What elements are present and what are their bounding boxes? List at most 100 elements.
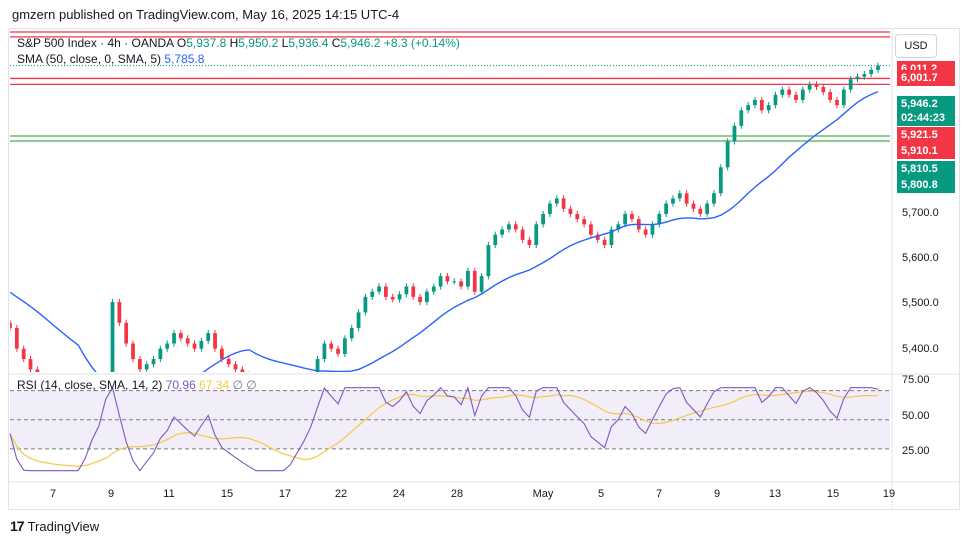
candle-body bbox=[561, 198, 566, 209]
time-axis-label: 28 bbox=[450, 488, 464, 500]
candle-body bbox=[124, 322, 129, 344]
candle-body bbox=[349, 327, 354, 339]
candle-body bbox=[630, 213, 634, 220]
candle-body bbox=[479, 276, 484, 292]
candle-body bbox=[691, 203, 696, 209]
candle-body bbox=[794, 94, 798, 100]
candle-body bbox=[219, 348, 224, 360]
candle-body bbox=[780, 89, 785, 95]
rsi-line bbox=[9, 385, 879, 472]
open-value: 5,937.8 bbox=[186, 36, 227, 50]
candle-body bbox=[568, 208, 573, 214]
sma-legend: SMA (50, close, 0, SMA, 5) 5,785.8 bbox=[17, 52, 204, 66]
high-value: 5,950.2 bbox=[238, 36, 279, 50]
candle-body bbox=[520, 229, 525, 240]
sma-label: SMA (50, close, 0, SMA, 5) bbox=[17, 52, 162, 66]
candle-body bbox=[137, 359, 142, 370]
candle-body bbox=[698, 208, 703, 214]
candle-body bbox=[390, 296, 395, 300]
candle-body bbox=[753, 99, 757, 106]
candle-body bbox=[841, 89, 846, 106]
candle-body bbox=[370, 291, 375, 297]
rsi-axis-label: 75.00 bbox=[902, 374, 930, 386]
candle-body bbox=[466, 270, 470, 287]
time-axis-label: 22 bbox=[334, 488, 348, 500]
price-tag: 02:44:23 bbox=[897, 110, 955, 126]
time-axis-label: 13 bbox=[768, 488, 782, 500]
tradingview-logo[interactable]: 17 TradingView bbox=[10, 518, 99, 534]
candle-body bbox=[363, 296, 368, 313]
close-label: C bbox=[331, 36, 341, 50]
candle-body bbox=[814, 84, 819, 87]
candle-body bbox=[739, 110, 744, 126]
change-value: +8.3 (+0.14%) bbox=[383, 36, 460, 50]
price-tag: 5,946.2 bbox=[897, 96, 955, 112]
candle-body bbox=[144, 364, 149, 370]
candle-body bbox=[507, 224, 511, 230]
price-tag: 5,800.8 bbox=[897, 177, 955, 193]
candle-body bbox=[397, 294, 402, 300]
candle-body bbox=[609, 229, 614, 246]
rsi-extra-2: ∅ bbox=[246, 378, 257, 392]
candle-body bbox=[322, 343, 327, 360]
time-axis-label: 11 bbox=[163, 488, 175, 500]
candle-body bbox=[110, 302, 115, 372]
candle-body bbox=[240, 369, 245, 372]
tv-logo-icon: 17 bbox=[10, 518, 25, 534]
low-value: 5,936.4 bbox=[288, 36, 329, 50]
candle-body bbox=[185, 338, 190, 344]
candle-body bbox=[677, 193, 682, 199]
candle-body bbox=[411, 286, 416, 297]
candle-body bbox=[117, 302, 122, 323]
time-axis-label: 7 bbox=[655, 488, 663, 500]
candle-body bbox=[835, 99, 839, 106]
rsi-extra-1: ∅ bbox=[232, 378, 243, 392]
price-tag: 6,001.7 bbox=[897, 70, 955, 86]
candle-body bbox=[657, 213, 662, 225]
candle-body bbox=[746, 105, 751, 111]
candle-body bbox=[356, 312, 361, 328]
candle-body bbox=[595, 234, 600, 240]
time-axis-label: 19 bbox=[882, 488, 896, 500]
sma-value: 5,785.8 bbox=[164, 52, 205, 66]
candle-body bbox=[226, 359, 231, 365]
symbol-name: S&P 500 Index · 4h · OANDA bbox=[17, 36, 174, 50]
open-label: O bbox=[176, 36, 187, 50]
candle-body bbox=[548, 203, 552, 214]
candle-body bbox=[425, 291, 429, 303]
symbol-legend: S&P 500 Index · 4h · OANDA O5,937.8 H5,9… bbox=[17, 36, 460, 50]
chart-frame bbox=[8, 28, 960, 510]
time-axis-label: 9 bbox=[713, 488, 721, 500]
candle-body bbox=[151, 359, 156, 365]
candle-body bbox=[575, 213, 580, 220]
price-tag: 5,921.5 bbox=[897, 127, 955, 143]
candle-body bbox=[828, 92, 833, 100]
candle-body bbox=[452, 281, 457, 283]
rsi-legend: RSI (14, close, SMA, 14, 2) 70.96 67.34 … bbox=[17, 378, 257, 392]
candle-body bbox=[486, 245, 491, 277]
time-axis-label: 15 bbox=[220, 488, 234, 500]
candle-body bbox=[493, 234, 498, 246]
candle-body bbox=[671, 198, 675, 204]
candle-body bbox=[206, 333, 211, 341]
candle-body bbox=[14, 327, 19, 349]
candle-body bbox=[165, 343, 170, 349]
candle-body bbox=[616, 224, 621, 230]
candle-body bbox=[848, 79, 853, 90]
candle-body bbox=[712, 193, 716, 204]
price-axis-label: 5,500.0 bbox=[902, 297, 939, 309]
candle-body bbox=[787, 89, 792, 95]
candle-body bbox=[233, 364, 238, 370]
time-axis-label: 7 bbox=[49, 488, 57, 500]
candle-body bbox=[684, 193, 689, 204]
currency-button[interactable]: USD bbox=[895, 34, 937, 58]
candle-body bbox=[869, 69, 874, 75]
candle-body bbox=[513, 224, 518, 230]
candle-body bbox=[158, 348, 163, 360]
price-axis-label: 5,400.0 bbox=[902, 343, 939, 355]
candle-body bbox=[10, 322, 12, 328]
candle-body bbox=[28, 359, 33, 370]
tv-brand-text: TradingView bbox=[27, 519, 100, 534]
candle-body bbox=[329, 343, 334, 349]
